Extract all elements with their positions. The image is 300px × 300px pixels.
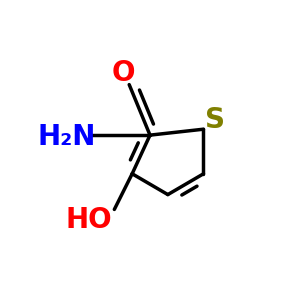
Text: H₂N: H₂N bbox=[38, 123, 96, 151]
Text: O: O bbox=[112, 59, 135, 87]
Text: HO: HO bbox=[66, 206, 112, 234]
Text: S: S bbox=[206, 106, 225, 134]
